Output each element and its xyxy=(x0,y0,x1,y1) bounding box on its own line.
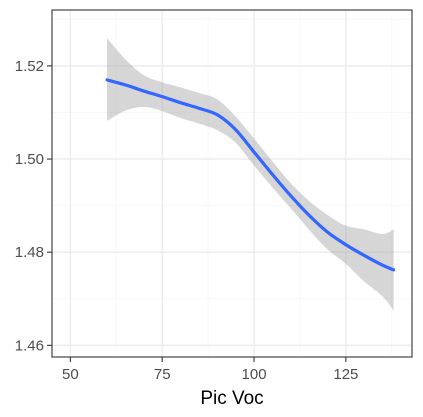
panel-border xyxy=(51,9,413,358)
x-tick-label: 125 xyxy=(333,366,358,383)
y-tick-label: 1.50 xyxy=(15,151,44,168)
y-tick-label: 1.48 xyxy=(15,244,44,261)
confidence-band xyxy=(107,37,394,311)
x-tick-label: 100 xyxy=(242,366,267,383)
y-axis-ticks: 1.46 1.48 1.50 1.52 xyxy=(15,58,52,354)
y-tick-label: 1.52 xyxy=(15,58,44,75)
x-axis-ticks: 50 75 100 125 xyxy=(62,357,358,383)
minor-grid xyxy=(52,10,412,357)
x-axis-title: Pic Voc xyxy=(200,388,263,409)
x-tick-label: 50 xyxy=(62,366,79,383)
x-tick-label: 75 xyxy=(154,366,171,383)
major-grid xyxy=(52,10,412,357)
y-tick-label: 1.46 xyxy=(15,337,44,354)
smooth-trend-line xyxy=(105,78,396,272)
plot-panel xyxy=(52,10,412,357)
